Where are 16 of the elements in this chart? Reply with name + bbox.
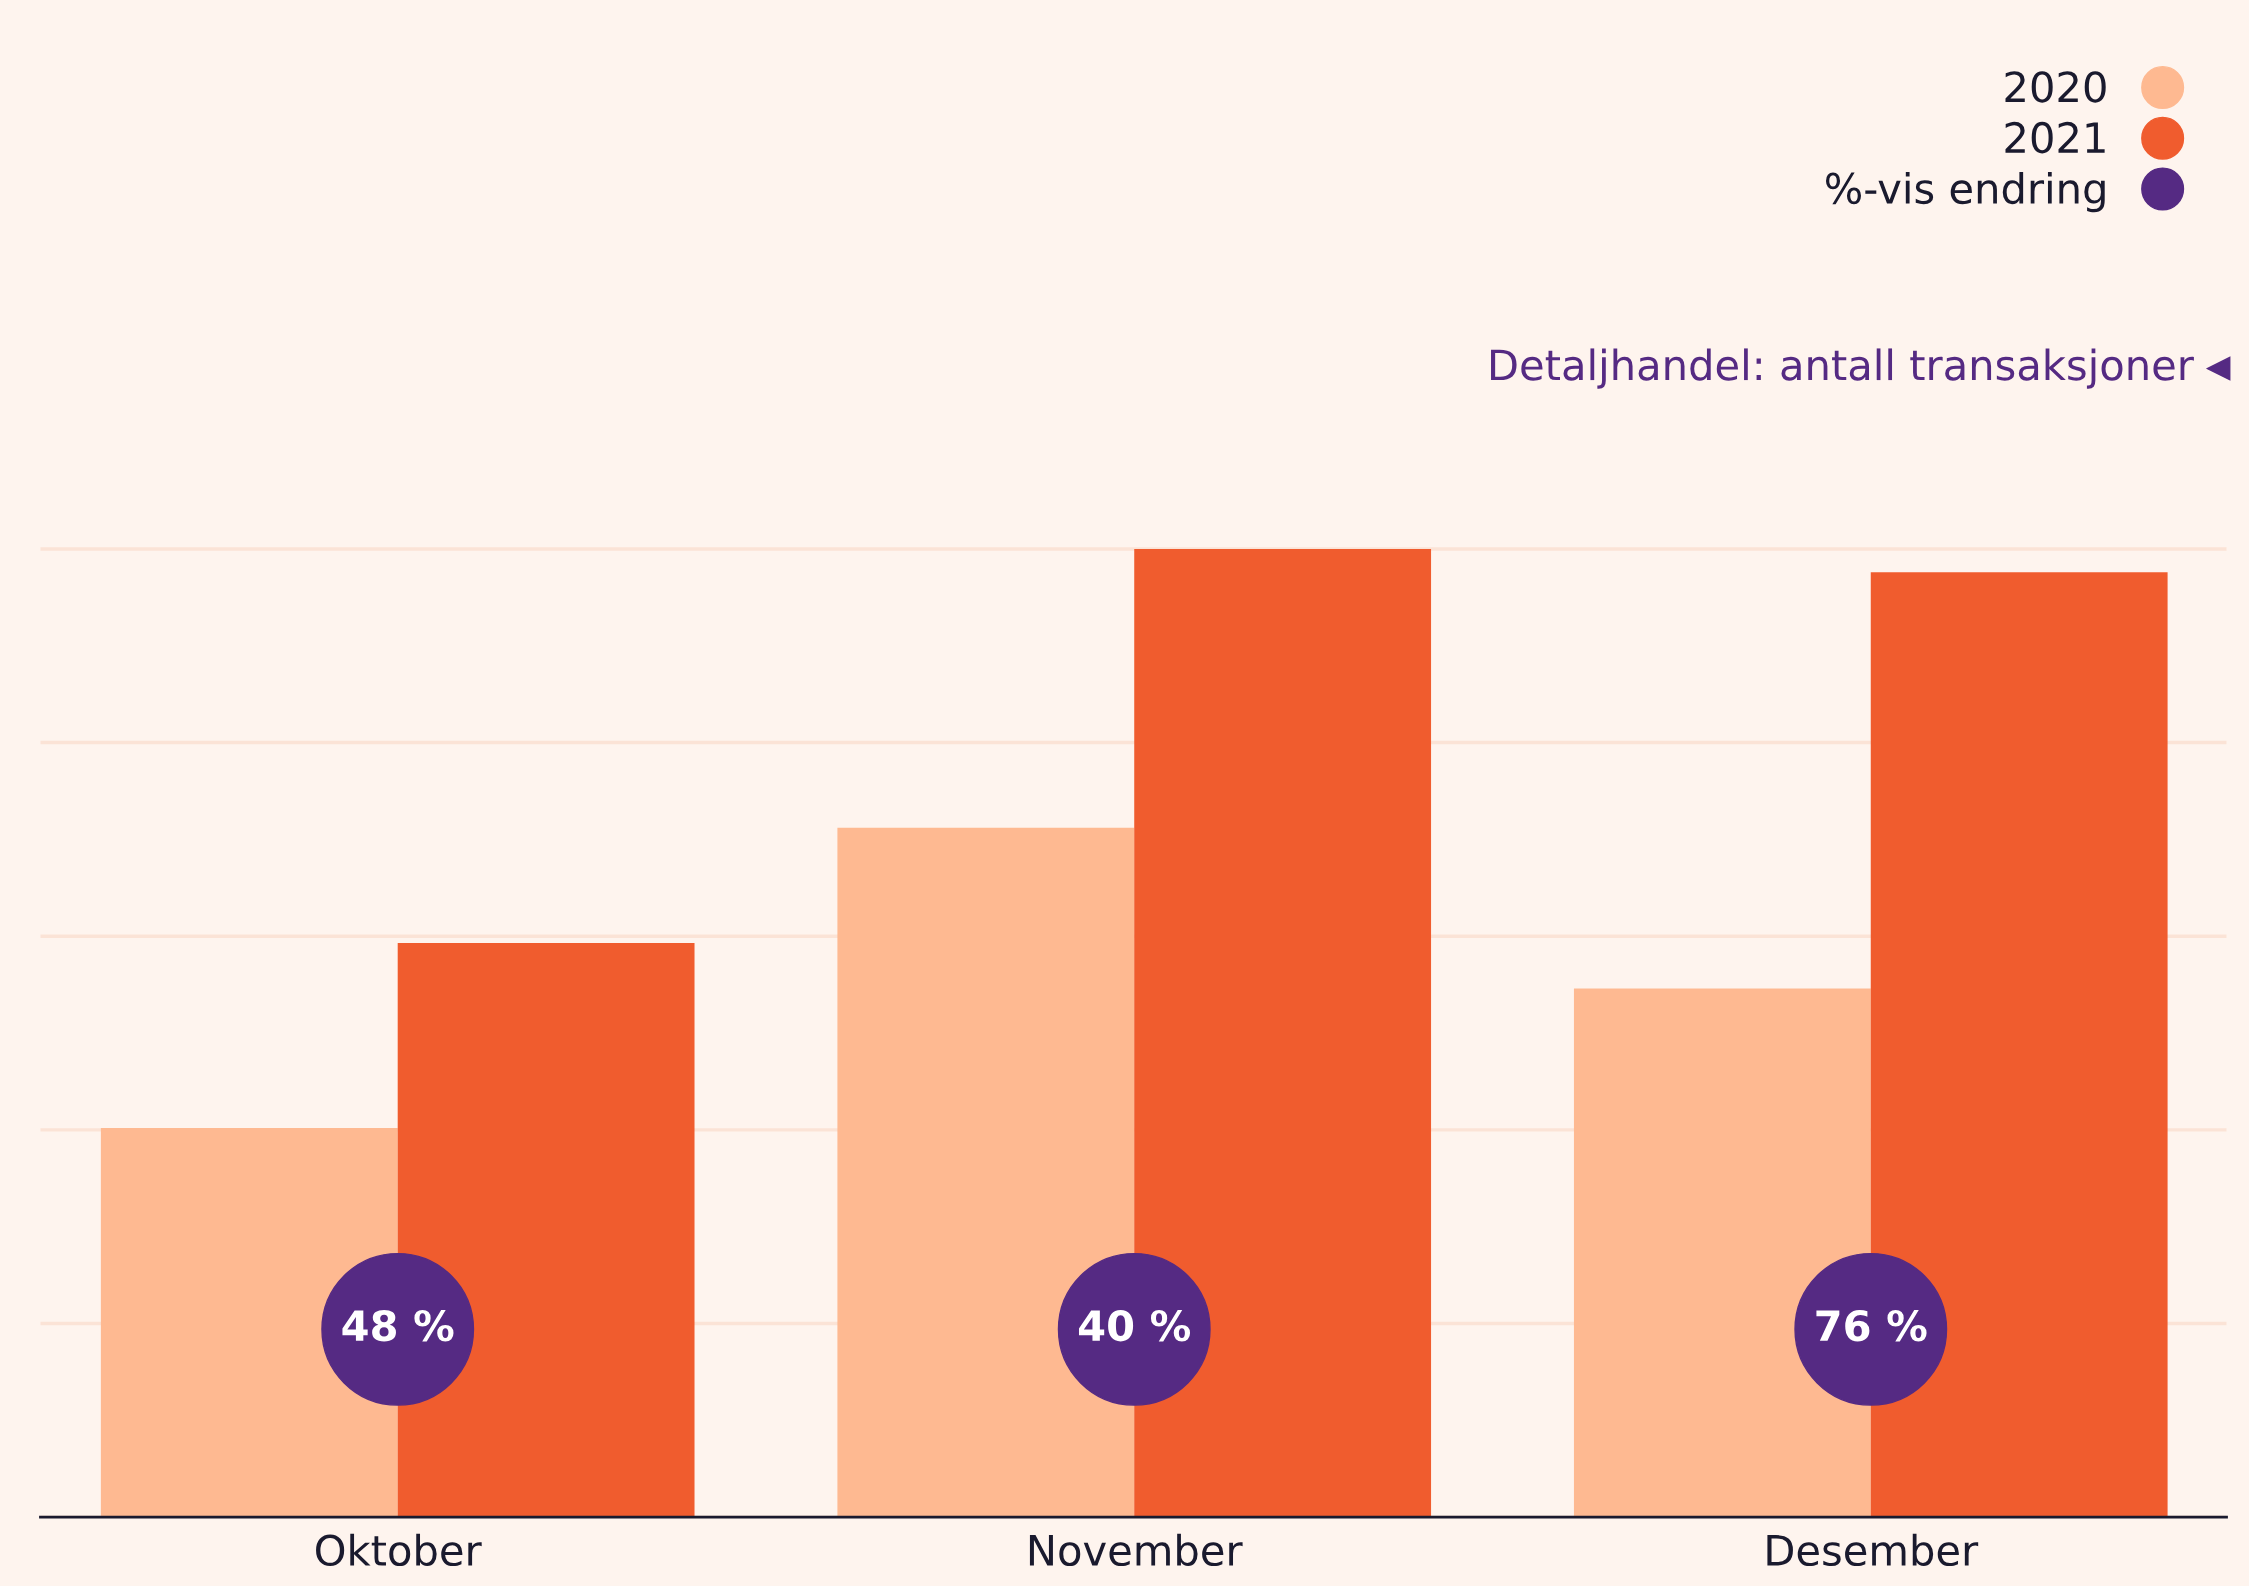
- annotation: 48 %: [342, 1309, 454, 1342]
- legend-label: 2021: [2005, 121, 2105, 154]
- bar: [1134, 548, 1432, 1518]
- x-tick-label: Desember: [1767, 1533, 1979, 1567]
- x-tick-label: Oktober: [316, 1533, 482, 1567]
- bar: [837, 827, 1135, 1518]
- chart-title: Detaljhandel: antall transaksjoner: [1491, 348, 2194, 389]
- legend-label: 2020: [2005, 71, 2106, 103]
- legend-label: %-vis endring: [1826, 171, 2105, 213]
- bar: [1573, 988, 1871, 1518]
- bar: [397, 943, 695, 1518]
- x-tick-label: November: [1029, 1533, 1243, 1567]
- bar: [1870, 572, 2168, 1518]
- annotation: 40 %: [1078, 1309, 1191, 1342]
- bar: [100, 1127, 398, 1518]
- annotation: 76 %: [1816, 1309, 1927, 1342]
